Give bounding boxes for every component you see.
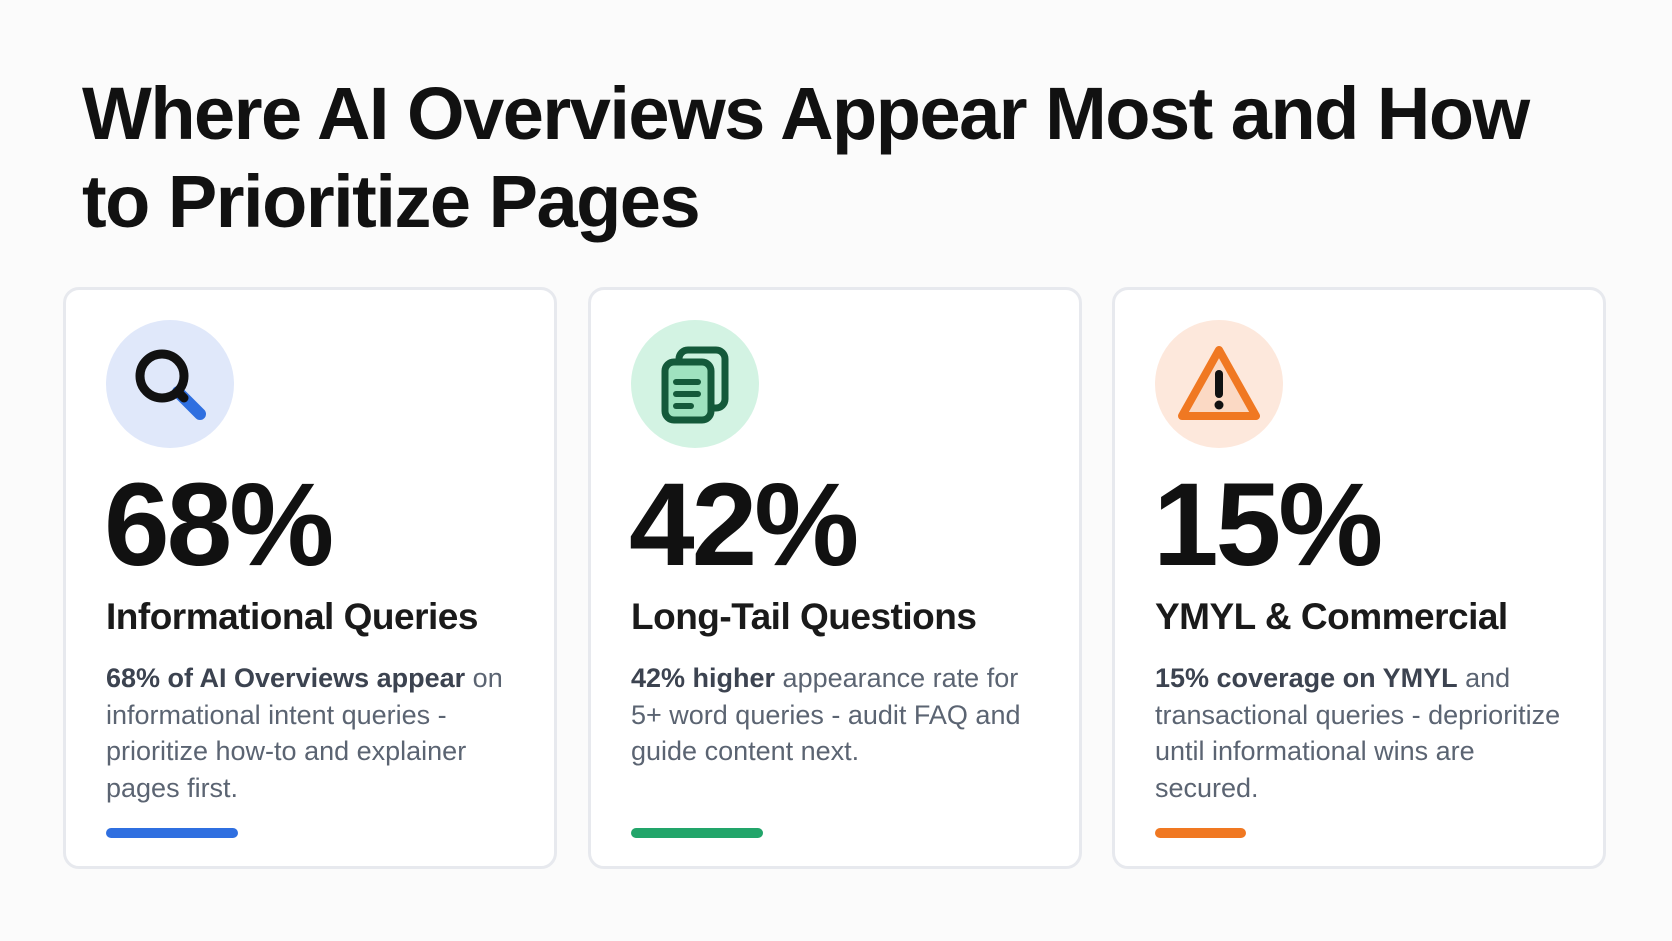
description-text: on informational intent queries - priori… bbox=[106, 663, 503, 803]
search-icon bbox=[135, 349, 206, 420]
stat-card-ymyl: 15% YMYL & Commercial 15% coverage on YM… bbox=[1112, 287, 1606, 869]
description-highlight: 15% coverage on YMYL bbox=[1155, 663, 1458, 693]
page-title: Where AI Overviews Appear Most and How t… bbox=[82, 72, 1530, 243]
description-text: and transactional queries - deprioritize… bbox=[1155, 663, 1561, 803]
stat-card-long-tail: 42% Long-Tail Questions 42% higher appea… bbox=[588, 287, 1082, 869]
documents-icon bbox=[661, 346, 729, 424]
card-heading: Informational Queries bbox=[106, 596, 478, 637]
card-description: 42% higher appearance rate for 5+ word q… bbox=[631, 660, 1051, 770]
description-highlight: 68% of AI Overviews appear bbox=[106, 663, 466, 693]
accent-bar bbox=[631, 828, 763, 838]
description-text: appearance rate for 5+ word queries - au… bbox=[631, 663, 1021, 766]
card-description: 15% coverage on YMYL and transactional q… bbox=[1155, 660, 1575, 806]
stat-value: 15% bbox=[1153, 459, 1383, 591]
card-heading: YMYL & Commercial bbox=[1155, 596, 1508, 637]
warning-icon-badge bbox=[1155, 320, 1283, 448]
accent-bar bbox=[1155, 828, 1246, 838]
warning-icon bbox=[1178, 346, 1260, 420]
stat-value: 42% bbox=[629, 459, 859, 591]
documents-icon-badge bbox=[631, 320, 759, 448]
stat-value: 68% bbox=[104, 459, 334, 591]
description-highlight: 42% higher bbox=[631, 663, 776, 693]
search-icon-badge bbox=[106, 320, 234, 448]
card-heading: Long-Tail Questions bbox=[631, 596, 977, 637]
accent-bar bbox=[106, 828, 238, 838]
card-description: 68% of AI Overviews appear on informatio… bbox=[106, 660, 526, 806]
stat-card-informational: 68% Informational Queries 68% of AI Over… bbox=[63, 287, 557, 869]
